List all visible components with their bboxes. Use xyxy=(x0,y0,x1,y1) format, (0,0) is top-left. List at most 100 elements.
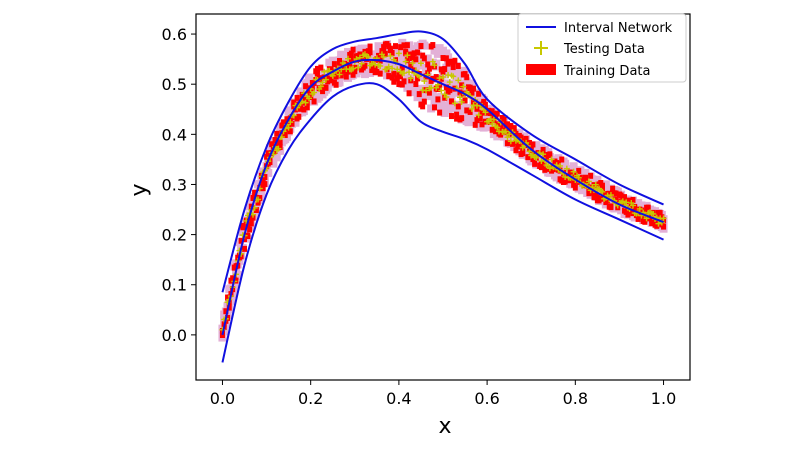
training-point xyxy=(242,245,248,252)
training-halo-mark xyxy=(296,87,305,96)
training-point xyxy=(245,233,251,240)
training-halo-mark xyxy=(411,86,420,95)
training-point xyxy=(459,115,465,122)
training-point xyxy=(559,156,565,163)
training-point xyxy=(269,141,275,148)
training-point xyxy=(426,89,432,96)
training-halo-mark xyxy=(601,180,610,189)
training-point xyxy=(479,109,485,116)
training-point xyxy=(562,178,568,185)
training-halo-mark xyxy=(291,118,300,127)
training-halo-mark xyxy=(455,107,464,116)
training-halo-mark xyxy=(535,156,544,165)
training-point xyxy=(247,226,253,233)
training-halo-mark xyxy=(413,42,422,51)
training-point xyxy=(599,182,605,189)
training-point xyxy=(447,58,453,65)
training-halo-mark xyxy=(423,54,432,63)
training-point xyxy=(404,42,410,49)
training-halo-mark xyxy=(318,90,327,99)
training-halo-mark xyxy=(416,54,425,63)
training-halo-mark xyxy=(574,183,583,192)
x-axis-label: x xyxy=(438,414,451,439)
training-halo-mark xyxy=(447,67,456,76)
training-halo-mark xyxy=(303,78,312,87)
y-tick-label: 0.1 xyxy=(162,276,187,295)
training-halo-mark xyxy=(284,107,293,116)
training-point xyxy=(253,207,259,214)
training-point xyxy=(576,167,582,174)
training-point xyxy=(430,42,436,49)
training-halo-mark xyxy=(610,204,619,213)
training-halo-mark xyxy=(230,280,239,289)
training-halo-mark xyxy=(439,46,447,55)
training-halo-mark xyxy=(410,45,419,54)
training-halo-mark xyxy=(581,170,590,179)
training-point xyxy=(389,49,395,56)
training-point xyxy=(425,61,431,68)
data-band-layer xyxy=(218,38,668,342)
training-halo-mark xyxy=(439,104,447,113)
training-point xyxy=(382,50,388,57)
training-halo-mark xyxy=(567,165,576,174)
training-halo-mark xyxy=(464,118,473,127)
training-halo-mark xyxy=(447,91,456,100)
training-halo-mark xyxy=(338,51,347,60)
training-point xyxy=(308,93,314,100)
training-point xyxy=(516,142,522,149)
training-point xyxy=(426,65,432,72)
training-halo-mark xyxy=(406,45,415,54)
training-halo-mark xyxy=(381,60,390,69)
training-point xyxy=(314,65,320,72)
training-point xyxy=(399,81,405,88)
training-halo-mark xyxy=(579,184,588,193)
x-tick-label: 0.4 xyxy=(386,389,411,408)
training-halo-mark xyxy=(357,44,366,53)
training-halo-mark xyxy=(325,58,334,67)
training-point xyxy=(448,113,454,120)
training-point xyxy=(333,81,339,88)
training-point xyxy=(443,84,449,91)
training-point xyxy=(264,153,270,160)
training-point xyxy=(435,86,441,93)
training-halo-mark xyxy=(634,199,643,208)
training-point xyxy=(520,150,526,157)
training-point xyxy=(396,81,402,88)
training-halo-mark xyxy=(413,93,422,102)
training-halo-mark xyxy=(433,101,442,110)
training-point xyxy=(350,46,356,53)
training-point xyxy=(348,50,354,57)
training-halo-mark xyxy=(389,45,398,54)
training-halo-mark xyxy=(379,61,388,70)
training-halo-mark xyxy=(418,91,427,100)
training-halo-mark xyxy=(467,79,476,88)
training-halo-mark xyxy=(420,41,429,50)
training-halo-mark xyxy=(474,93,483,102)
training-point xyxy=(377,70,383,77)
training-point xyxy=(504,140,510,147)
training-halo-mark xyxy=(637,201,646,210)
training-point xyxy=(265,150,271,157)
training-point xyxy=(393,43,398,50)
training-point xyxy=(415,49,421,56)
training-halo-mark xyxy=(447,104,456,113)
training-halo-mark xyxy=(454,72,463,81)
training-point xyxy=(403,48,409,55)
training-point xyxy=(409,55,415,62)
training-point xyxy=(459,82,465,89)
training-halo-mark xyxy=(435,48,444,57)
training-halo-mark xyxy=(288,106,297,115)
training-point xyxy=(376,52,382,59)
training-point xyxy=(586,190,592,197)
training-point xyxy=(413,81,419,88)
training-halo-mark xyxy=(552,173,561,182)
training-halo-mark xyxy=(315,92,324,101)
training-halo-mark xyxy=(311,87,320,96)
training-halo-mark xyxy=(403,83,412,92)
training-point xyxy=(432,104,438,111)
training-point xyxy=(274,130,280,137)
training-halo-mark xyxy=(432,46,441,55)
training-halo-mark xyxy=(500,132,509,141)
training-halo-mark xyxy=(405,80,414,89)
training-halo-mark xyxy=(442,49,451,58)
